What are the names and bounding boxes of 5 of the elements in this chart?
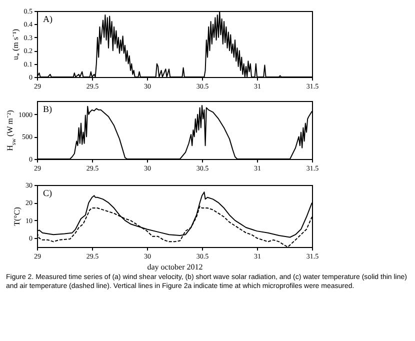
annotation: C): [43, 188, 52, 198]
annotation: B): [43, 104, 52, 114]
annotation: A): [43, 14, 52, 24]
y-axis-title: T(°C): [12, 206, 22, 226]
x-axis-title: day october 2012: [147, 262, 203, 272]
